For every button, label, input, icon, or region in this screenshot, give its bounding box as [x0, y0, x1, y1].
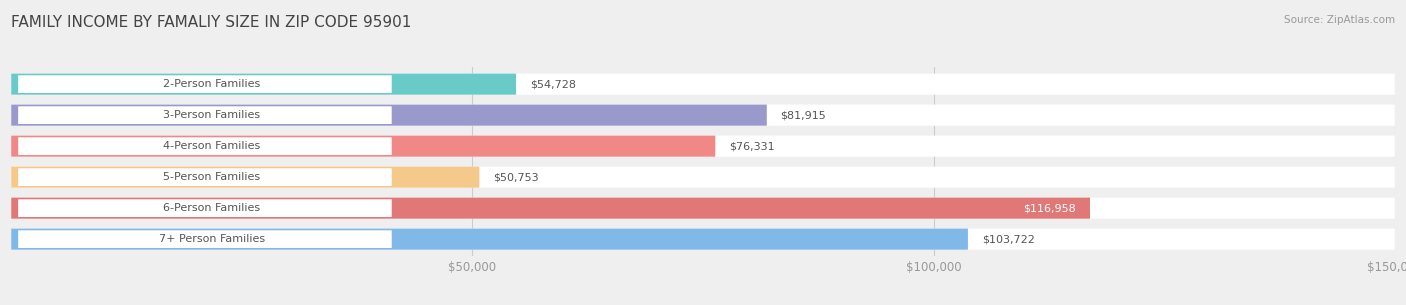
Text: Source: ZipAtlas.com: Source: ZipAtlas.com — [1284, 15, 1395, 25]
Text: 2-Person Families: 2-Person Families — [163, 79, 260, 89]
Text: 4-Person Families: 4-Person Families — [163, 141, 260, 151]
Text: $54,728: $54,728 — [530, 79, 576, 89]
FancyBboxPatch shape — [18, 199, 392, 217]
FancyBboxPatch shape — [18, 230, 392, 248]
FancyBboxPatch shape — [11, 167, 1395, 188]
Text: $50,753: $50,753 — [494, 172, 538, 182]
FancyBboxPatch shape — [11, 105, 766, 126]
FancyBboxPatch shape — [11, 74, 516, 95]
FancyBboxPatch shape — [11, 198, 1090, 219]
Text: $81,915: $81,915 — [780, 110, 827, 120]
FancyBboxPatch shape — [11, 136, 1395, 157]
Text: 3-Person Families: 3-Person Families — [163, 110, 260, 120]
FancyBboxPatch shape — [11, 105, 1395, 126]
FancyBboxPatch shape — [11, 229, 967, 250]
Text: FAMILY INCOME BY FAMALIY SIZE IN ZIP CODE 95901: FAMILY INCOME BY FAMALIY SIZE IN ZIP COD… — [11, 15, 412, 30]
FancyBboxPatch shape — [11, 198, 1395, 219]
FancyBboxPatch shape — [18, 106, 392, 124]
Text: $76,331: $76,331 — [730, 141, 775, 151]
FancyBboxPatch shape — [11, 136, 716, 157]
Text: $116,958: $116,958 — [1024, 203, 1076, 213]
FancyBboxPatch shape — [18, 137, 392, 155]
FancyBboxPatch shape — [11, 74, 1395, 95]
Text: 5-Person Families: 5-Person Families — [163, 172, 260, 182]
FancyBboxPatch shape — [18, 168, 392, 186]
Text: $103,722: $103,722 — [981, 234, 1035, 244]
FancyBboxPatch shape — [11, 229, 1395, 250]
Text: 7+ Person Families: 7+ Person Families — [159, 234, 264, 244]
FancyBboxPatch shape — [18, 75, 392, 93]
FancyBboxPatch shape — [11, 167, 479, 188]
Text: 6-Person Families: 6-Person Families — [163, 203, 260, 213]
